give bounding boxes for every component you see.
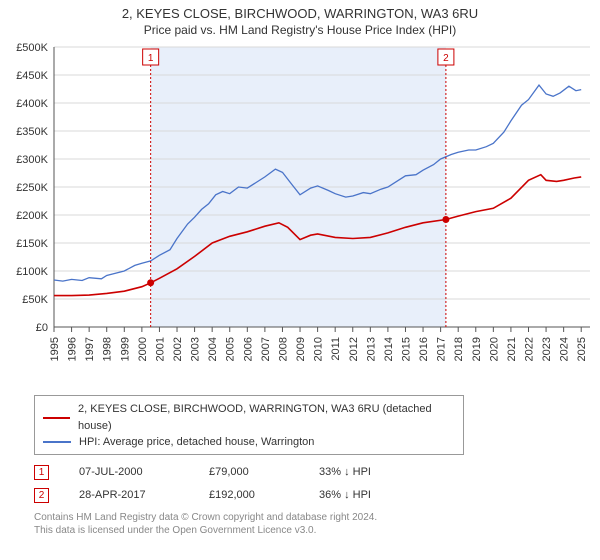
svg-text:1: 1	[148, 53, 154, 64]
svg-text:2012: 2012	[348, 337, 360, 361]
svg-text:2016: 2016	[418, 337, 430, 361]
legend-row: 2, KEYES CLOSE, BIRCHWOOD, WARRINGTON, W…	[43, 401, 455, 434]
price-chart: £0 £50K £100K £150K £200K £250K £300K £350K £400…	[0, 41, 600, 389]
svg-text:£200K: £200K	[16, 210, 48, 222]
svg-text:1999: 1999	[119, 337, 131, 361]
footer-attribution: Contains HM Land Registry data © Crown c…	[34, 511, 600, 538]
svg-text:2008: 2008	[277, 337, 289, 361]
svg-text:2010: 2010	[313, 337, 325, 361]
svg-text:2005: 2005	[225, 337, 237, 361]
svg-text:2009: 2009	[295, 337, 307, 361]
svg-text:2007: 2007	[260, 337, 272, 361]
title-subtitle: Price paid vs. HM Land Registry's House …	[0, 21, 600, 41]
svg-text:2013: 2013	[365, 337, 377, 361]
footer-line1: Contains HM Land Registry data © Crown c…	[34, 511, 600, 525]
svg-text:2024: 2024	[559, 337, 571, 361]
svg-text:1995: 1995	[49, 337, 61, 361]
legend: 2, KEYES CLOSE, BIRCHWOOD, WARRINGTON, W…	[34, 395, 464, 455]
svg-text:2001: 2001	[154, 337, 166, 361]
svg-text:2025: 2025	[576, 337, 588, 361]
legend-row: HPI: Average price, detached house, Warr…	[43, 434, 455, 451]
svg-text:2003: 2003	[190, 337, 202, 361]
event-delta: 36% ↓ HPI	[319, 489, 371, 501]
svg-text:£450K: £450K	[16, 70, 48, 82]
svg-text:£150K: £150K	[16, 238, 48, 250]
event-price: £192,000	[209, 489, 289, 501]
event-date: 28-APR-2017	[79, 489, 179, 501]
svg-text:1997: 1997	[84, 337, 96, 361]
svg-text:2000: 2000	[137, 337, 149, 361]
event-price: £79,000	[209, 466, 289, 478]
svg-text:2: 2	[443, 53, 449, 64]
event-date: 07-JUL-2000	[79, 466, 179, 478]
legend-swatch	[43, 417, 70, 419]
svg-text:2004: 2004	[207, 337, 219, 361]
event-number: 1	[34, 465, 49, 480]
svg-text:2018: 2018	[453, 337, 465, 361]
svg-text:£100K: £100K	[16, 266, 48, 278]
svg-text:£400K: £400K	[16, 98, 48, 110]
event-row: 2 28-APR-2017 £192,000 36% ↓ HPI	[34, 488, 600, 503]
svg-text:2020: 2020	[488, 337, 500, 361]
svg-text:£50K: £50K	[22, 294, 48, 306]
svg-text:£300K: £300K	[16, 154, 48, 166]
svg-text:2021: 2021	[506, 337, 518, 361]
legend-swatch	[43, 441, 71, 443]
chart-svg: £0 £50K £100K £150K £200K £250K £300K £350K £400…	[0, 41, 600, 389]
svg-text:2006: 2006	[242, 337, 254, 361]
event-number: 2	[34, 488, 49, 503]
events-table: 1 07-JUL-2000 £79,000 33% ↓ HPI 2 28-APR-2017…	[34, 465, 600, 503]
footer-line2: This data is licensed under the Open Gov…	[34, 524, 600, 538]
event-row: 1 07-JUL-2000 £79,000 33% ↓ HPI	[34, 465, 600, 480]
svg-text:2022: 2022	[523, 337, 535, 361]
title-address: 2, KEYES CLOSE, BIRCHWOOD, WARRINGTON, W…	[0, 0, 600, 21]
svg-text:£500K: £500K	[16, 42, 48, 54]
svg-text:£0: £0	[36, 322, 48, 334]
svg-text:£250K: £250K	[16, 182, 48, 194]
svg-text:2015: 2015	[400, 337, 412, 361]
svg-text:1996: 1996	[67, 337, 79, 361]
svg-text:£350K: £350K	[16, 126, 48, 138]
legend-label: 2, KEYES CLOSE, BIRCHWOOD, WARRINGTON, W…	[78, 401, 455, 434]
svg-text:2014: 2014	[383, 337, 395, 361]
svg-text:1998: 1998	[102, 337, 114, 361]
svg-text:2017: 2017	[436, 337, 448, 361]
svg-text:2023: 2023	[541, 337, 553, 361]
svg-text:2019: 2019	[471, 337, 483, 361]
svg-text:2002: 2002	[172, 337, 184, 361]
legend-label: HPI: Average price, detached house, Warr…	[79, 434, 314, 451]
event-delta: 33% ↓ HPI	[319, 466, 371, 478]
svg-text:2011: 2011	[330, 337, 342, 361]
